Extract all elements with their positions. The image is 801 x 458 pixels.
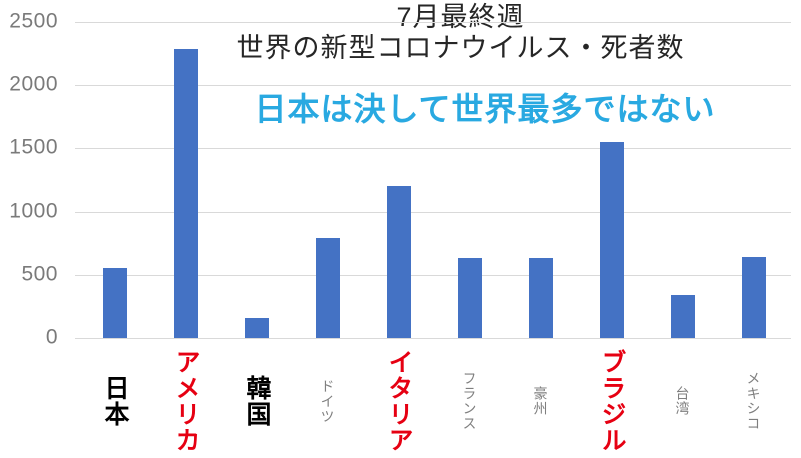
x-cell: 台湾: [647, 345, 718, 457]
gridline-1000: [75, 211, 791, 213]
x-axis: 日本 アメリカ 韓国 ドイツ イタリア フランス 豪州 ブラジル 台湾 メキシコ: [79, 345, 789, 457]
bar-豪州: [529, 258, 553, 338]
x-label-ドイツ: ドイツ: [319, 378, 336, 424]
x-cell: イタリア: [363, 345, 434, 457]
bar-アメリカ: [174, 48, 198, 338]
y-tick-label-500: 500: [21, 262, 58, 286]
x-label-豪州: 豪州: [532, 386, 549, 416]
bar-台湾: [671, 295, 695, 338]
chart-annotation: 日本は決して世界最多ではない: [254, 91, 716, 127]
plot-area: [75, 22, 791, 339]
gridline-500: [75, 274, 791, 276]
x-cell: ブラジル: [576, 345, 647, 457]
y-axis: 0 500 1000 1500 2000 2500: [0, 0, 60, 458]
y-tick-label-0: 0: [45, 325, 58, 349]
y-tick-label-2000: 2000: [9, 72, 58, 96]
chart-title: 7月最終週 世界の新型コロナウイルス・死者数: [120, 2, 801, 64]
x-label-アメリカ: アメリカ: [172, 349, 200, 453]
x-cell: ドイツ: [292, 345, 363, 457]
gridline-0: [75, 338, 791, 339]
chart-title-line1: 7月最終週: [396, 2, 525, 32]
x-cell: メキシコ: [718, 345, 789, 457]
x-label-フランス: フランス: [461, 371, 478, 431]
chart-title-line2: 世界の新型コロナウイルス・死者数: [236, 33, 685, 63]
x-cell: アメリカ: [150, 345, 221, 457]
bar-イタリア: [387, 186, 411, 338]
bar-ドイツ: [316, 238, 340, 338]
x-cell: 韓国: [221, 345, 292, 457]
y-tick-label-2500: 2500: [9, 9, 58, 33]
x-cell: フランス: [434, 345, 505, 457]
bar-日本: [103, 268, 127, 338]
gridline-2500: [75, 22, 791, 23]
y-tick-label-1000: 1000: [9, 199, 58, 223]
gridline-1500: [75, 148, 791, 150]
x-cell: 豪州: [505, 345, 576, 457]
x-cell: 日本: [79, 345, 150, 457]
x-label-台湾: 台湾: [674, 386, 691, 416]
bar-メキシコ: [742, 257, 766, 338]
gridline-2000: [75, 85, 791, 87]
y-tick-label-1500: 1500: [9, 135, 58, 159]
x-label-日本: 日本: [101, 375, 129, 427]
x-label-メキシコ: メキシコ: [745, 371, 762, 431]
x-label-ブラジル: ブラジル: [598, 349, 626, 453]
x-label-イタリア: イタリア: [385, 349, 413, 453]
bar-フランス: [458, 258, 482, 338]
x-label-韓国: 韓国: [243, 375, 271, 427]
bar-韓国: [245, 317, 269, 338]
bar-ブラジル: [600, 142, 624, 338]
